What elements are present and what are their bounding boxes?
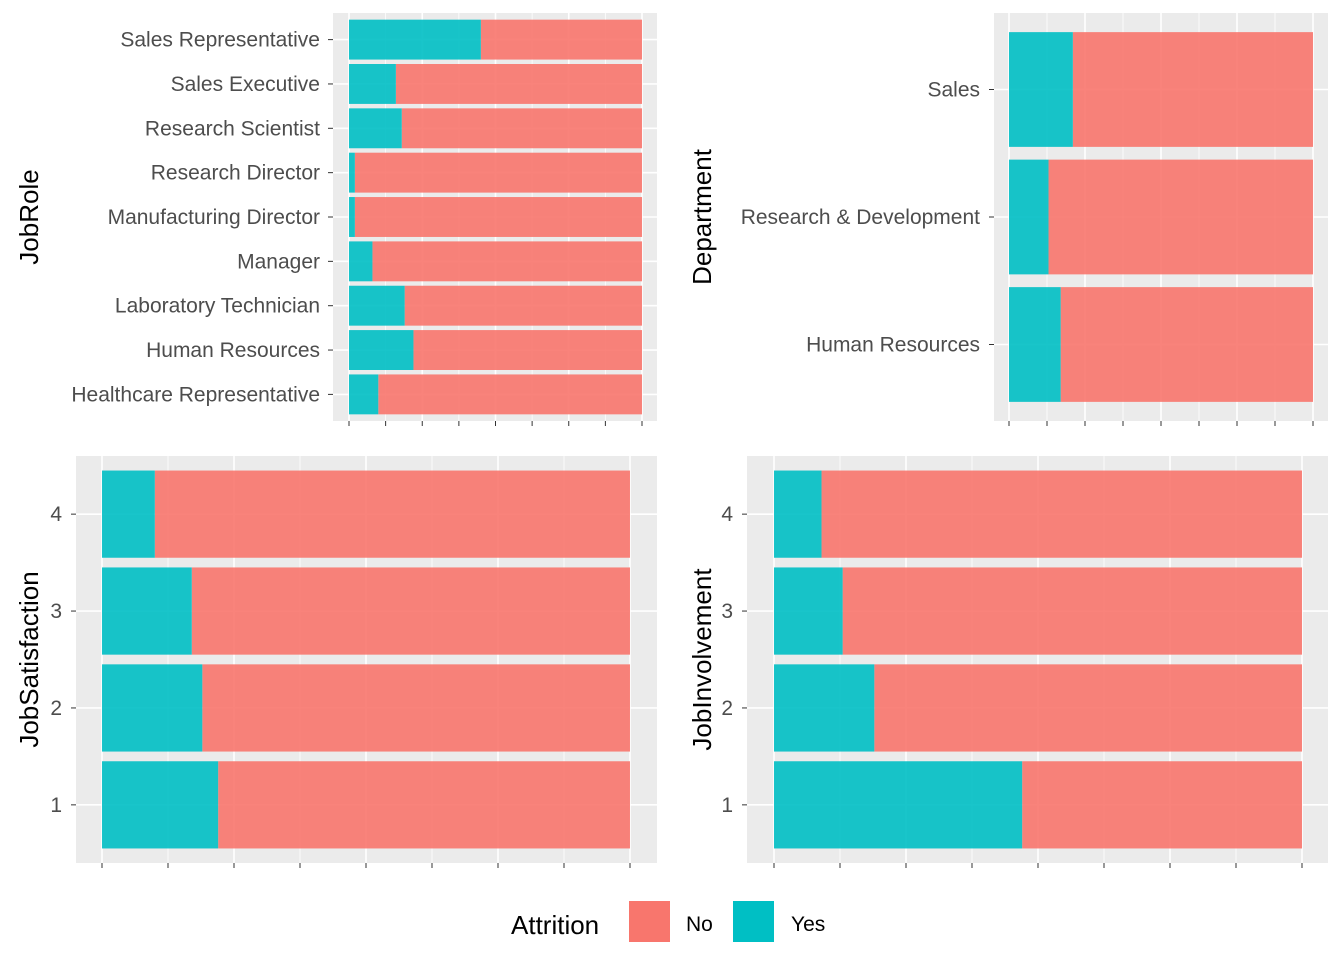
bar-yes-manufacturing-director — [349, 197, 355, 237]
bar-no-laboratory-technician — [404, 285, 642, 326]
bar-no-sales-representative — [480, 19, 642, 60]
y-tick-label: Laboratory Technician — [115, 295, 320, 318]
bar-yes-3 — [102, 567, 192, 655]
y-tick-label: Human Resources — [806, 334, 980, 357]
legend: Attrition No Yes — [511, 901, 825, 942]
bar-yes-4 — [102, 470, 155, 558]
bar-yes-sales-executive — [349, 64, 396, 104]
bar-yes-manager — [349, 241, 373, 282]
y-tick-label: Manager — [237, 250, 320, 273]
bar-no-research-scientist — [401, 108, 642, 149]
panel-jobinvolvement: 4 3 2 1 JobInvolvement — [687, 456, 1328, 868]
bar-no-2 — [874, 664, 1302, 752]
bar-no-1 — [1022, 761, 1302, 849]
bar-no-research-development — [1048, 159, 1313, 275]
bar-no-1 — [218, 761, 630, 849]
bar-yes-healthcare-representative — [349, 374, 379, 415]
bar-no-sales — [1072, 32, 1313, 147]
bar-yes-human-resources — [349, 330, 414, 370]
y-tick-label: 3 — [721, 600, 733, 623]
y-tick-label: 1 — [721, 794, 733, 817]
bar-no-human-resources — [413, 330, 642, 370]
y-axis-title: JobInvolvement — [687, 568, 717, 751]
bar-no-manager — [372, 241, 642, 282]
y-tick-label: Healthcare Representative — [71, 383, 320, 406]
bar-yes-2 — [102, 664, 203, 752]
bar-no-4 — [154, 470, 631, 558]
bar-no-3 — [842, 567, 1302, 655]
bar-yes-2 — [774, 664, 875, 752]
bar-yes-4 — [774, 470, 822, 558]
bar-no-human-resources — [1060, 287, 1313, 402]
panel-jobrole: Sales Representative Sales Executive Resea… — [14, 13, 657, 426]
legend-label-no: No — [686, 913, 713, 936]
y-tick-label: 4 — [50, 503, 62, 526]
bar-yes-sales — [1009, 32, 1073, 147]
legend-key-no — [629, 901, 670, 942]
bar-yes-1 — [102, 761, 219, 849]
bar-no-research-director — [354, 152, 642, 193]
y-tick-label: 2 — [50, 697, 62, 720]
bar-yes-sales-representative — [349, 19, 481, 60]
y-tick-label: 1 — [50, 794, 62, 817]
legend-key-yes — [733, 901, 774, 942]
bar-no-sales-executive — [395, 64, 642, 104]
legend-label-yes: Yes — [791, 913, 825, 936]
y-axis-title: JobRole — [14, 169, 44, 264]
y-tick-label: Sales — [927, 79, 980, 102]
panel-jobsatisfaction: 4 3 2 1 JobSatisfaction — [14, 456, 657, 868]
bar-yes-1 — [774, 761, 1023, 849]
bar-no-healthcare-representative — [378, 374, 642, 415]
y-tick-label: Research & Development — [741, 206, 980, 229]
bar-yes-research-director — [349, 152, 355, 193]
y-tick-label: 2 — [721, 697, 733, 720]
bar-yes-research-development — [1009, 159, 1049, 275]
bar-no-3 — [191, 567, 630, 655]
y-tick-label: Research Director — [151, 162, 320, 185]
y-tick-label: Human Resources — [146, 339, 320, 362]
bar-no-manufacturing-director — [354, 197, 642, 237]
bar-no-4 — [821, 470, 1302, 558]
legend-title: Attrition — [511, 910, 599, 940]
panel-department: Sales Research & Development Human Resourc… — [687, 13, 1328, 426]
bar-yes-3 — [774, 567, 843, 655]
bar-yes-laboratory-technician — [349, 285, 405, 326]
bar-yes-research-scientist — [349, 108, 402, 149]
y-tick-label: Research Scientist — [145, 117, 320, 140]
bar-yes-human-resources — [1009, 287, 1061, 402]
bar-no-2 — [202, 664, 630, 752]
y-axis-title: Department — [687, 148, 717, 285]
y-tick-label: Sales Representative — [120, 29, 320, 52]
y-tick-label: 4 — [721, 503, 733, 526]
y-tick-label: Sales Executive — [171, 73, 320, 96]
y-tick-label: Manufacturing Director — [108, 206, 320, 229]
y-tick-label: 3 — [50, 600, 62, 623]
y-axis-title: JobSatisfaction — [14, 571, 44, 747]
